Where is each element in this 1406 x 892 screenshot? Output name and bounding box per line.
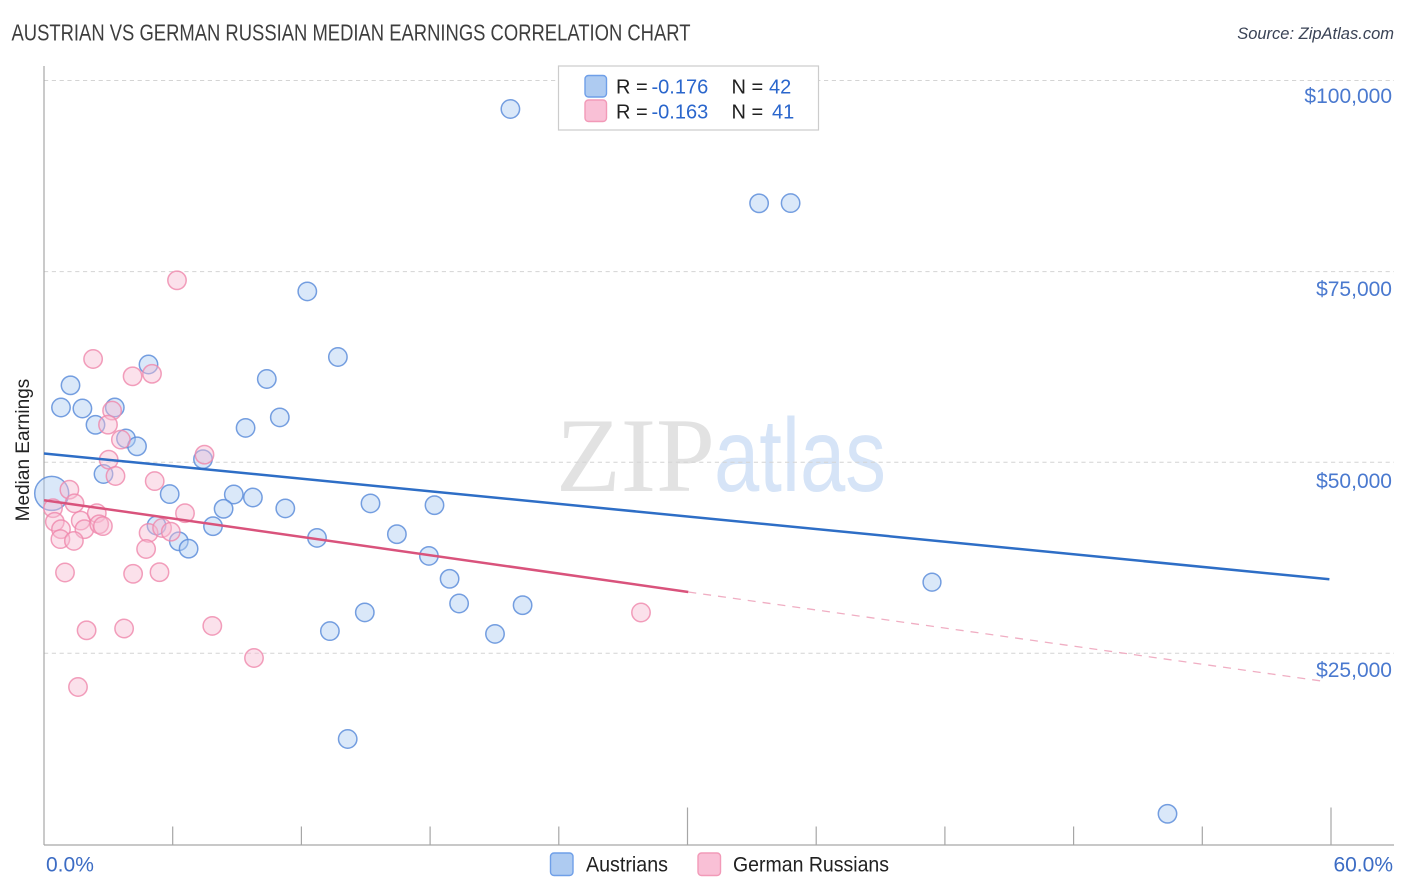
- svg-text:-0.163: -0.163: [652, 102, 709, 124]
- svg-text:R =: R =: [616, 77, 648, 99]
- svg-text:German Russians: German Russians: [733, 854, 889, 877]
- svg-text:ZIP: ZIP: [556, 397, 715, 514]
- svg-text:42: 42: [769, 77, 791, 99]
- svg-text:N =: N =: [732, 102, 764, 124]
- svg-text:$75,000: $75,000: [1316, 278, 1392, 301]
- svg-text:Austrians: Austrians: [586, 854, 668, 877]
- svg-text:$50,000: $50,000: [1316, 470, 1392, 493]
- svg-text:$100,000: $100,000: [1304, 85, 1392, 108]
- svg-text:$25,000: $25,000: [1316, 659, 1392, 682]
- svg-text:Median Earnings: Median Earnings: [13, 379, 34, 522]
- svg-text:atlas: atlas: [714, 398, 886, 514]
- svg-text:41: 41: [772, 102, 794, 124]
- svg-text:AUSTRIAN VS GERMAN RUSSIAN MED: AUSTRIAN VS GERMAN RUSSIAN MEDIAN EARNIN…: [12, 20, 691, 46]
- svg-text:Source: ZipAtlas.com: Source: ZipAtlas.com: [1237, 25, 1394, 43]
- svg-text:N =: N =: [732, 77, 764, 99]
- svg-text:60.0%: 60.0%: [1333, 854, 1393, 877]
- svg-text:0.0%: 0.0%: [46, 854, 94, 877]
- svg-text:R =: R =: [616, 102, 648, 124]
- svg-text:-0.176: -0.176: [652, 77, 709, 99]
